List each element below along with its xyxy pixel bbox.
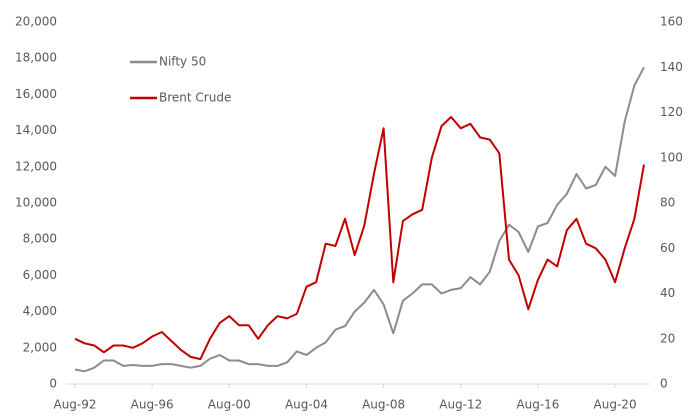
y2-tick-label: 140: [660, 60, 683, 74]
y-tick-label: 20,000: [15, 15, 57, 29]
series-line: [74, 116, 645, 361]
y-tick-label: 14,000: [15, 123, 57, 137]
y-tick-label: 2,000: [23, 340, 57, 354]
y-tick-label: 6,000: [23, 268, 57, 282]
y2-tick-label: 100: [660, 150, 683, 164]
y2-tick-label: 40: [660, 286, 675, 300]
y2-tick-label: 0: [660, 377, 668, 391]
legend-label: Nifty 50: [159, 55, 206, 69]
x-tick-label: Aug-92: [53, 398, 96, 412]
y2-tick-label: 160: [660, 15, 683, 29]
y-tick-label: 12,000: [15, 159, 57, 173]
y-tick-label: 16,000: [15, 87, 57, 101]
y-tick-label: 18,000: [15, 51, 57, 65]
y2-tick-label: 20: [660, 331, 675, 345]
x-tick-label: Aug-20: [594, 398, 637, 412]
x-tick-label: Aug-08: [362, 398, 405, 412]
y-tick-label: 10,000: [15, 196, 57, 210]
y2-tick-label: 80: [660, 196, 675, 210]
y-tick-label: 0: [49, 377, 57, 391]
x-tick-label: Aug-16: [516, 398, 559, 412]
legend-label: Brent Crude: [159, 91, 231, 105]
y2-tick-label: 60: [660, 241, 675, 255]
x-tick-label: Aug-96: [131, 398, 174, 412]
x-tick-label: Aug-00: [208, 398, 251, 412]
series-line: [74, 66, 645, 373]
x-tick-label: Aug-12: [439, 398, 482, 412]
y2-tick-label: 120: [660, 105, 683, 119]
y-tick-label: 8,000: [23, 232, 57, 246]
y-tick-label: 4,000: [23, 304, 57, 318]
x-tick-label: Aug-04: [285, 398, 328, 412]
